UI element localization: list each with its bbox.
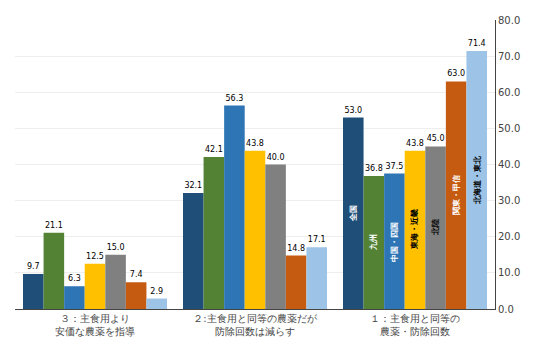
svg-text:37.5: 37.5 [386,162,404,171]
svg-text:0.0: 0.0 [498,304,514,315]
svg-text:12.5: 12.5 [86,252,104,261]
svg-text:50.0: 50.0 [498,123,520,134]
svg-text:42.1: 42.1 [205,145,223,154]
svg-text:21.1: 21.1 [45,221,63,230]
svg-text:40.0: 40.0 [498,159,520,170]
svg-text:17.1: 17.1 [308,235,326,244]
svg-text:60.0: 60.0 [498,87,520,98]
svg-text:東海・近畿: 東海・近畿 [410,209,419,250]
svg-text:10.0: 10.0 [498,267,520,278]
svg-text:45.0: 45.0 [427,134,445,143]
svg-text:56.3: 56.3 [226,94,244,103]
svg-text:6.3: 6.3 [68,274,81,283]
svg-text:15.0: 15.0 [107,243,125,252]
svg-text:63.0: 63.0 [447,69,465,78]
svg-text:北海道・東北: 北海道・東北 [473,155,482,205]
svg-text:2.9: 2.9 [150,287,163,296]
svg-text:53.0: 53.0 [344,106,362,115]
svg-text:70.0: 70.0 [498,51,520,62]
svg-text:40.0: 40.0 [267,153,285,162]
svg-text:３：主食用より安価な農薬を指導: ３：主食用より安価な農薬を指導 [55,313,135,337]
svg-text:２:主食用と同等の農薬だが防除回数は減らす: ２:主食用と同等の農薬だが防除回数は減らす [193,313,317,337]
svg-text:全国: 全国 [349,205,358,222]
svg-text:関東・甲信: 関東・甲信 [452,175,461,215]
svg-text:36.8: 36.8 [365,164,383,173]
svg-text:32.1: 32.1 [184,181,202,190]
svg-text:71.4: 71.4 [468,39,486,48]
svg-text:80.0: 80.0 [498,15,520,26]
svg-text:43.8: 43.8 [246,139,264,148]
svg-text:１：主食用と同等の農薬・防除回数: １：主食用と同等の農薬・防除回数 [370,313,460,337]
svg-text:九州: 九州 [369,234,378,251]
svg-text:北陸: 北陸 [431,219,440,236]
svg-text:中国・四国: 中国・四国 [390,222,399,262]
svg-text:9.7: 9.7 [27,262,40,271]
svg-text:7.4: 7.4 [130,270,143,279]
svg-text:43.8: 43.8 [406,139,424,148]
svg-text:30.0: 30.0 [498,195,520,206]
svg-text:14.8: 14.8 [287,244,305,253]
svg-text:20.0: 20.0 [498,231,520,242]
